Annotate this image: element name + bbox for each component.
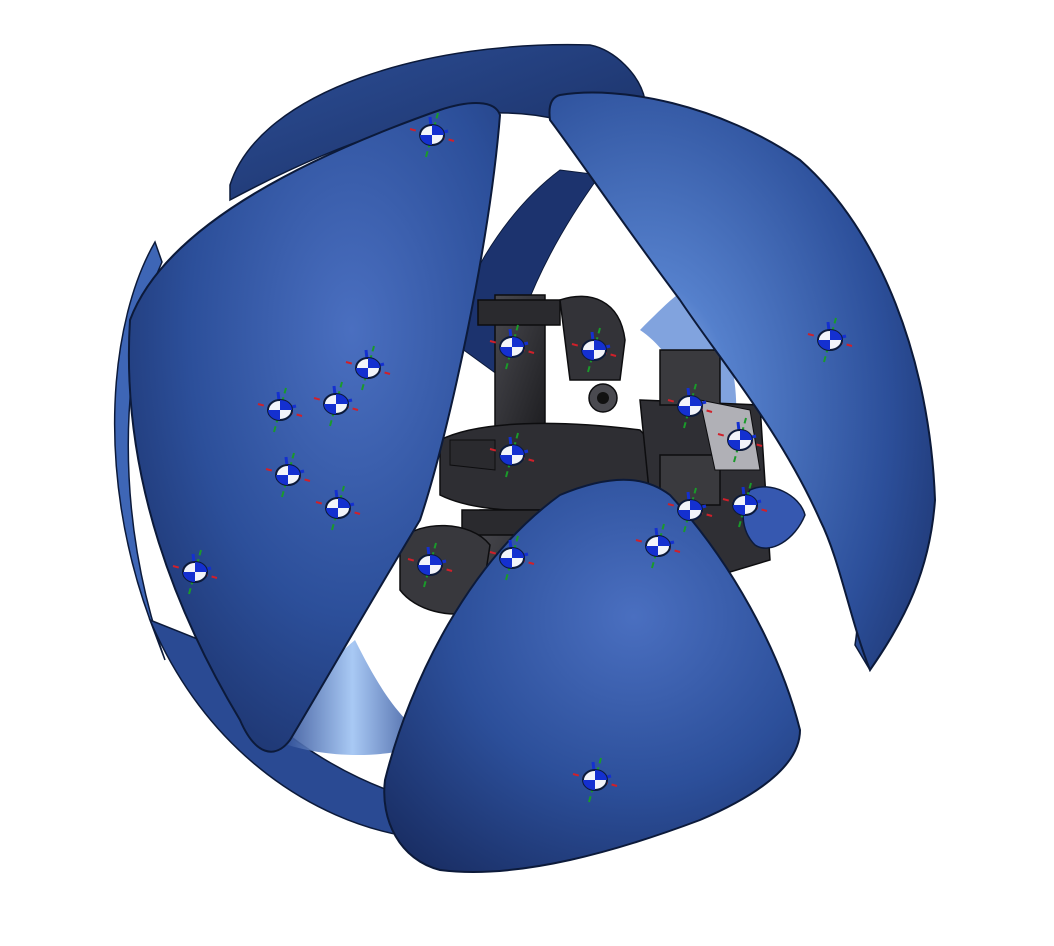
mate-connector-17[interactable] — [635, 523, 681, 569]
mate-connector-19[interactable] — [572, 757, 618, 803]
rear-bottom-highlight — [275, 640, 430, 755]
mate-connector-6[interactable] — [315, 485, 361, 531]
mate-connectors[interactable] — [172, 112, 853, 803]
mate-connector-4[interactable] — [257, 387, 303, 433]
mate-connector-11[interactable] — [667, 383, 713, 429]
mate-connector-13[interactable] — [667, 487, 713, 533]
panel-bottom — [383, 478, 802, 873]
mate-connector-9[interactable] — [571, 327, 617, 373]
mate-connector-5[interactable] — [265, 452, 311, 498]
mate-connector-3[interactable] — [313, 381, 359, 427]
panel-upper-left — [127, 102, 502, 753]
mate-connector-1[interactable] — [409, 112, 455, 158]
mate-connector-14[interactable] — [722, 482, 768, 528]
mate-connector-16[interactable] — [407, 542, 453, 588]
mate-connector-10[interactable] — [489, 432, 535, 478]
mechanism-head-upper — [477, 299, 561, 326]
mate-connector-8[interactable] — [489, 324, 535, 370]
mate-connector-18[interactable] — [807, 317, 853, 363]
mate-connector-7[interactable] — [172, 549, 218, 595]
mate-connector-2[interactable] — [345, 345, 391, 391]
front-shell[interactable] — [127, 91, 937, 873]
mate-connector-15[interactable] — [489, 535, 535, 581]
mechanism-arm-left-upper — [449, 439, 496, 471]
panel-right — [548, 91, 937, 673]
mate-connector-12[interactable] — [717, 417, 763, 463]
